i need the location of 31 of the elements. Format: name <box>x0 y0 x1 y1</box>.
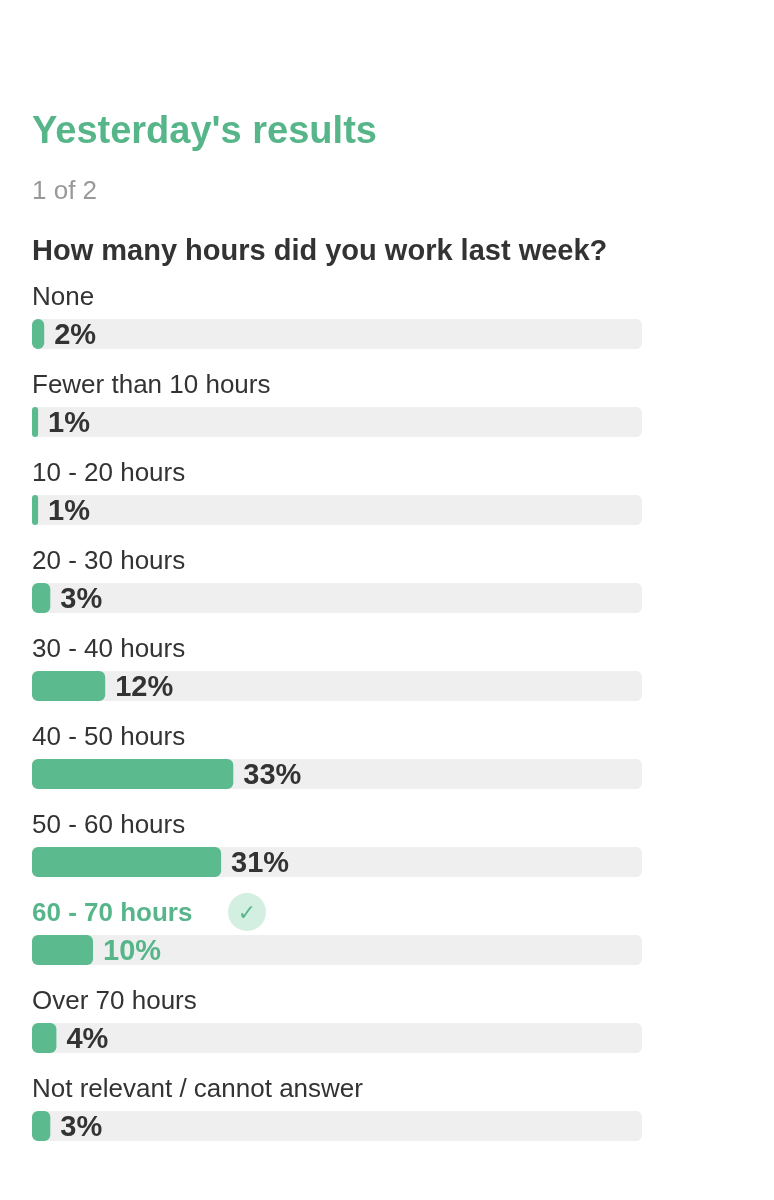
data-label: 4% <box>66 1022 109 1054</box>
bar <box>32 671 106 701</box>
data-label: 10% <box>103 934 162 966</box>
bar <box>32 407 39 437</box>
data-label: 3% <box>60 582 103 614</box>
data-label: 1% <box>48 406 91 438</box>
y-tick-label: 60 - 70 hours <box>32 897 193 927</box>
y-tick-label: Not relevant / cannot answer <box>32 1073 364 1103</box>
y-tick-label: 30 - 40 hours <box>32 633 186 663</box>
annotation: ✓ <box>237 900 257 925</box>
y-tick-label: None <box>32 281 95 311</box>
bar <box>32 935 93 965</box>
y-axis-title: How many hours did you work last week? <box>32 233 609 268</box>
data-label: 33% <box>243 758 302 790</box>
y-tick-label: Over 70 hours <box>32 985 197 1015</box>
chart-subtitle: 1 of 2 <box>32 174 99 206</box>
bar <box>32 1023 57 1053</box>
y-tick-label: Fewer than 10 hours <box>32 369 271 399</box>
data-label: 31% <box>231 846 290 878</box>
data-label: 3% <box>60 1110 103 1142</box>
y-tick-label: 20 - 30 hours <box>32 545 186 575</box>
bar <box>32 495 39 525</box>
y-tick-label: 50 - 60 hours <box>32 809 186 839</box>
data-label: 12% <box>115 670 174 702</box>
y-tick-label: 10 - 20 hours <box>32 457 186 487</box>
bar <box>32 1111 51 1141</box>
data-label: 2% <box>54 318 97 350</box>
y-tick-label: 40 - 50 hours <box>32 721 186 751</box>
chart-title: Yesterday's results <box>32 108 378 152</box>
data-label: 1% <box>48 494 91 526</box>
bar <box>32 583 51 613</box>
